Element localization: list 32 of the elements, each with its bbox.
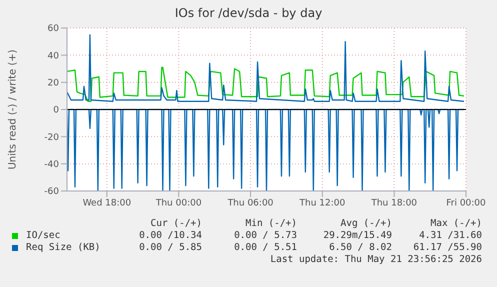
legend-label: IO/sec xyxy=(26,230,60,242)
legend-label: Req Size (KB) xyxy=(26,242,100,254)
text: Cur (-/+) xyxy=(150,218,202,230)
y-tick-label: -20 xyxy=(44,132,60,143)
line-series xyxy=(67,34,465,102)
x-tick-label: Thu 06:00 xyxy=(226,198,274,208)
text: 4.31 /31.60 xyxy=(418,230,482,242)
x-tick-label: Fri 00:00 xyxy=(446,198,486,208)
x-tick-label: Thu 00:00 xyxy=(154,198,202,208)
text: Last update: Thu May 21 23:56:25 2026 xyxy=(269,254,482,266)
y-tick-label: 40 xyxy=(48,51,60,62)
text: Max (-/+) xyxy=(430,218,482,230)
text: 61.17 /55.90 xyxy=(412,242,482,254)
text: 0.00 / 5.51 xyxy=(233,242,297,254)
text: 0.00 /10.34 xyxy=(138,230,202,242)
text: Min (-/+) xyxy=(244,218,297,230)
y-tick-label: 20 xyxy=(48,78,60,89)
text: 6.50 / 8.02 xyxy=(328,242,392,254)
x-tick-label: Thu 18:00 xyxy=(370,198,418,208)
text: Avg (-/+) xyxy=(340,218,392,230)
y-tick-label: 0 xyxy=(53,106,60,116)
y-tick-label: 60 xyxy=(48,24,60,34)
text: 0.00 / 5.85 xyxy=(138,242,202,254)
x-tick-label: Thu 12:00 xyxy=(298,198,346,208)
x-tick-label: Wed 18:00 xyxy=(82,198,132,208)
text: 29.29m/15.49 xyxy=(322,230,392,242)
y-tick-label: -40 xyxy=(44,160,60,170)
chart-title: IOs for /dev/sda - by day xyxy=(174,6,324,20)
text: 0.00 / 5.73 xyxy=(233,230,297,242)
line-series xyxy=(67,66,465,102)
y-axis-title: Units read (-) / write (+) xyxy=(8,49,19,170)
y-tick-label: -60 xyxy=(44,187,60,198)
